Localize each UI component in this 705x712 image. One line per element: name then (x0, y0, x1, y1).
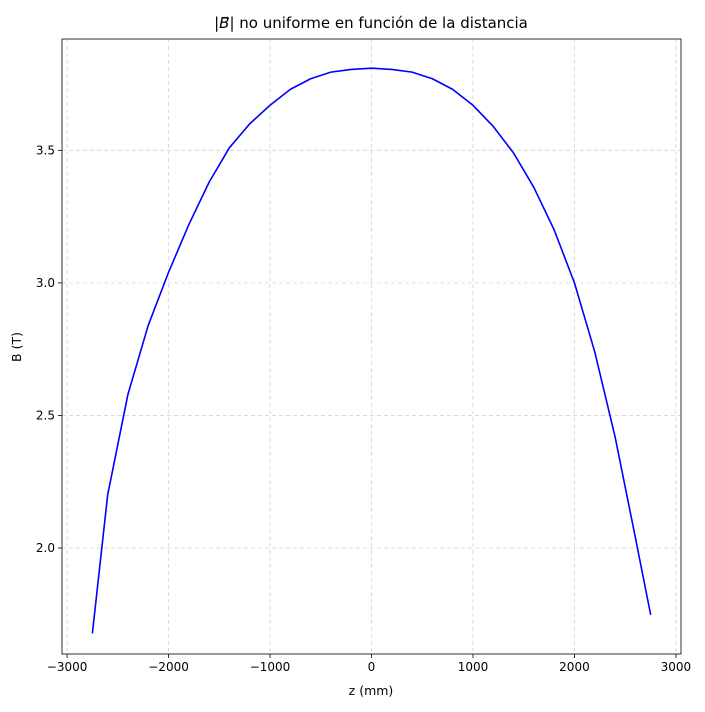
grid-lines (62, 39, 681, 654)
x-tick-label: −1000 (250, 660, 291, 674)
title-rest: | no uniforme en función de la distancia (229, 14, 527, 32)
x-tick-label: 2000 (559, 660, 590, 674)
x-axis-label: z (mm) (349, 683, 394, 698)
y-axis-ticks: 2.0 2.5 3.0 3.5 (36, 143, 62, 555)
y-tick-label: 2.5 (36, 408, 55, 422)
chart-title: |B⃗| no uniforme en función de la distan… (214, 14, 528, 32)
x-axis-ticks: −3000 −2000 −1000 0 1000 2000 3000 (47, 654, 691, 674)
series-layer (91, 67, 652, 634)
x-tick-label: −3000 (47, 660, 88, 674)
series-line (91, 67, 652, 634)
title-vector-symbol: B (219, 14, 229, 32)
y-axis-label: B (T) (9, 332, 24, 362)
y-tick-label: 2.0 (36, 541, 55, 555)
title-left-bar: | (214, 14, 219, 32)
x-tick-label: 3000 (661, 660, 692, 674)
y-tick-label: 3.5 (36, 143, 55, 157)
y-tick-label: 3.0 (36, 276, 55, 290)
x-tick-label: 1000 (458, 660, 489, 674)
x-tick-label: −2000 (148, 660, 189, 674)
x-tick-label: 0 (368, 660, 376, 674)
